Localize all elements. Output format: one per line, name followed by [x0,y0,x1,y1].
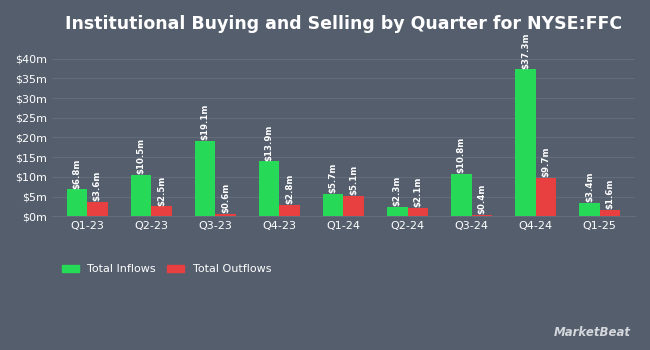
Bar [323,194,343,216]
Text: $10.8m: $10.8m [457,136,466,173]
Bar [472,215,492,216]
Bar [408,208,428,216]
Bar [515,69,536,216]
Bar [600,210,620,216]
Text: $2.5m: $2.5m [157,175,166,206]
Bar [131,175,151,216]
Bar [215,214,236,216]
Text: $3.6m: $3.6m [93,171,102,201]
Text: $2.8m: $2.8m [285,174,294,204]
Legend: Total Inflows, Total Outflows: Total Inflows, Total Outflows [57,260,276,279]
Bar [451,174,472,216]
Bar [195,141,215,216]
Text: $19.1m: $19.1m [200,104,209,140]
Text: MarketBeat: MarketBeat [554,327,630,340]
Title: Institutional Buying and Selling by Quarter for NYSE:FFC: Institutional Buying and Selling by Quar… [65,15,622,33]
Bar [66,189,87,216]
Bar [151,206,172,216]
Bar [343,196,364,216]
Text: $2.3m: $2.3m [393,176,402,206]
Text: $6.8m: $6.8m [72,158,81,189]
Text: $2.1m: $2.1m [413,177,423,207]
Text: $13.9m: $13.9m [265,124,274,161]
Text: $0.6m: $0.6m [221,183,230,213]
Text: $10.5m: $10.5m [136,138,146,174]
Text: $0.4m: $0.4m [477,183,486,214]
Text: $37.3m: $37.3m [521,32,530,69]
Text: $9.7m: $9.7m [541,147,551,177]
Bar [579,203,600,216]
Bar [387,207,408,216]
Bar [536,178,556,216]
Bar [259,161,280,216]
Text: $5.7m: $5.7m [329,163,338,193]
Text: $3.4m: $3.4m [585,172,594,202]
Text: $5.1m: $5.1m [349,165,358,195]
Text: $1.6m: $1.6m [606,179,614,209]
Bar [280,205,300,216]
Bar [87,202,108,216]
